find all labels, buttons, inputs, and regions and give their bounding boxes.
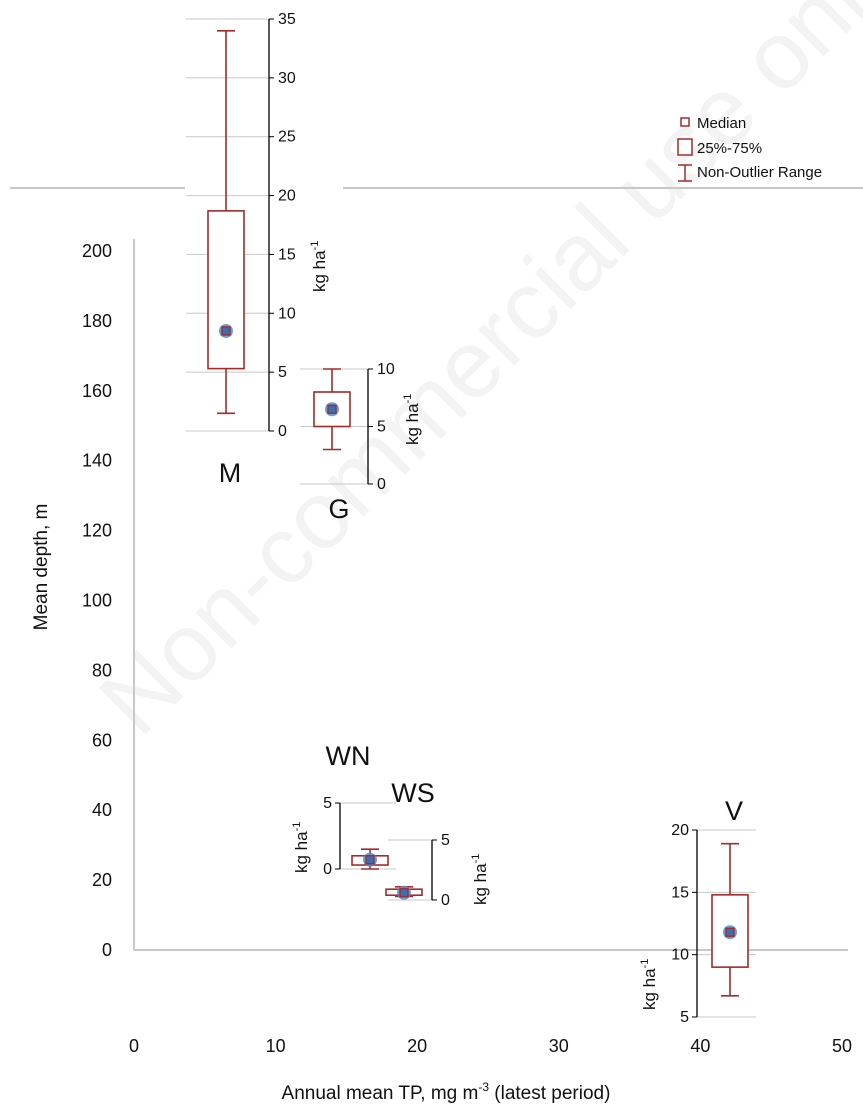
- median-marker: [365, 855, 375, 865]
- legend-whisker-label: Non-Outlier Range: [697, 164, 822, 181]
- x-tick-label: 40: [690, 1036, 710, 1056]
- iqr-box: [207, 210, 245, 370]
- inset-tick-label: 35: [278, 11, 296, 28]
- y-tick-label: 0: [102, 940, 112, 960]
- legend-box-swatch: [677, 138, 693, 156]
- y-tick-label: 60: [92, 730, 112, 750]
- y-tick-label: 20: [92, 870, 112, 890]
- unit-base: kg ha: [403, 403, 422, 445]
- unit-exponent: -1: [639, 959, 651, 969]
- inset-unit-label: kg ha-1: [639, 959, 659, 1010]
- y-tick-label: 100: [82, 591, 112, 611]
- inset-tick-label: 15: [671, 884, 689, 901]
- inset-tick-label: 0: [377, 476, 386, 493]
- inset-tick-label: 10: [671, 947, 689, 964]
- legend-median-swatch: [680, 117, 690, 127]
- inset-tick-label: 5: [323, 795, 332, 812]
- boxplot-v: 5 10 15 20 Vkg ha-1: [639, 796, 756, 1026]
- unit-base: kg ha: [640, 968, 659, 1010]
- lake-label: G: [328, 494, 349, 524]
- boxplot-ws: 0 5 WS kg ha-1: [385, 778, 490, 909]
- x-axis-title-part-2: (latest period): [489, 1083, 610, 1104]
- median-marker: [725, 927, 735, 937]
- main-axes: [10, 187, 863, 951]
- inset-tick-label: 15: [278, 246, 296, 263]
- unit-exponent: -1: [291, 822, 303, 832]
- x-tick-label: 30: [549, 1036, 569, 1056]
- inset-tick-label: 30: [278, 70, 296, 87]
- median-marker: [399, 888, 409, 898]
- median-marker: [221, 326, 231, 336]
- inset-tick-label: 20: [671, 822, 689, 839]
- boxplot-wn: 0 5 WN kg ha-1: [291, 741, 396, 878]
- lake-label: WN: [326, 741, 371, 771]
- x-axis-ticks: 0 10 20 30 40 50: [129, 1036, 852, 1056]
- watermark-text: Non-commercial use only: [79, 0, 863, 755]
- lake-label: WS: [391, 778, 435, 808]
- boxplot-m: 0 5 10 15 20 25 30 35 Mkg ha-1: [186, 11, 329, 488]
- inset-tick-label: 5: [441, 832, 450, 849]
- y-tick-label: 120: [82, 521, 112, 541]
- x-axis-title-sup: -3: [478, 1080, 489, 1094]
- x-tick-label: 10: [266, 1036, 286, 1056]
- inset-tick-label: 5: [680, 1009, 689, 1026]
- lake-label: V: [725, 796, 743, 826]
- y-axis-ticks: 0 20 40 60 80 100 120 140 160 180 200: [82, 241, 112, 960]
- y-tick-label: 180: [82, 311, 112, 331]
- inset-tick-label: 20: [278, 188, 296, 205]
- y-axis-title: Mean depth, m: [31, 504, 52, 631]
- inset-tick-label: 5: [278, 364, 287, 381]
- legend: Median 25%-75% Non-Outlier Range: [677, 115, 822, 182]
- y-tick-label: 40: [92, 800, 112, 820]
- inset-tick-label: 10: [278, 305, 296, 322]
- inset-unit-label: kg ha-1: [402, 394, 422, 445]
- legend-box-label: 25%-75%: [697, 140, 762, 157]
- unit-base: kg ha: [292, 831, 311, 873]
- inset-tick-label: 0: [441, 892, 450, 909]
- inset-unit-label: kg ha-1: [309, 241, 329, 292]
- x-tick-label: 0: [129, 1036, 139, 1056]
- inset-unit-label: kg ha-1: [470, 854, 490, 905]
- unit-base: kg ha: [310, 250, 329, 292]
- unit-exponent: -1: [402, 394, 414, 404]
- y-tick-label: 200: [82, 241, 112, 261]
- y-tick-label: 160: [82, 381, 112, 401]
- x-axis-title: Annual mean TP, mg m-3 (latest period): [282, 1080, 611, 1104]
- inset-tick-label: 25: [278, 129, 296, 146]
- inset-tick-label: 10: [377, 361, 395, 378]
- y-tick-label: 80: [92, 660, 112, 680]
- inset-tick-label: 0: [278, 423, 287, 440]
- unit-exponent: -1: [309, 241, 321, 251]
- unit-base: kg ha: [471, 863, 490, 905]
- legend-median-label: Median: [697, 115, 746, 132]
- boxplot-g: 0 5 10 Gkg ha-1: [300, 361, 422, 524]
- inset-unit-label: kg ha-1: [291, 822, 311, 873]
- x-tick-label: 20: [407, 1036, 427, 1056]
- x-tick-label: 50: [832, 1036, 852, 1056]
- inset-tick-label: 5: [377, 419, 386, 436]
- lake-label: M: [219, 458, 242, 488]
- inset-tick-label: 0: [323, 861, 332, 878]
- x-axis-title-part-1: Annual mean TP, mg m: [282, 1083, 479, 1104]
- median-marker: [327, 404, 337, 414]
- unit-exponent: -1: [470, 854, 482, 864]
- y-tick-label: 140: [82, 451, 112, 471]
